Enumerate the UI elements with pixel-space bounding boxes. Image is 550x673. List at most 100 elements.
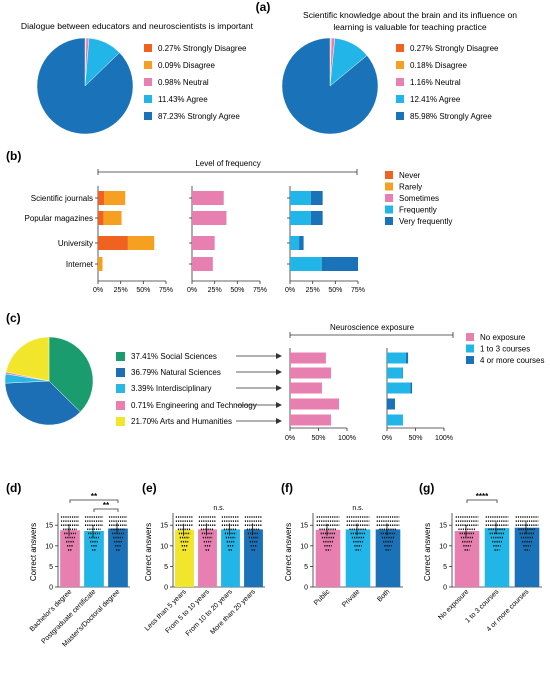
panel-b-bar-very-frequently [321, 257, 358, 271]
pie-a-right-legend-label-4: 85.98% Strongly Agree [410, 112, 492, 121]
panel-d-ytick-label: 0 [49, 585, 53, 592]
panel-e-ytick-label: 15 [160, 523, 168, 530]
panel-e-ytick-label: 0 [164, 585, 168, 592]
panel-b-legend-label-4: Very frequently [399, 217, 452, 226]
panel-f-category-label: Public [313, 588, 332, 607]
panel-c-pie-slice-0 [48, 336, 94, 413]
panel-c-bar-1-to-3-courses [387, 367, 403, 379]
panel-d-ytick-label: 10 [45, 543, 53, 550]
panel-g-ylabel: Correct answers [423, 523, 432, 581]
panel-g-ytick-label: 5 [443, 564, 447, 571]
panel-c-pie-slice-1 [4, 380, 81, 426]
panel-b-bar-sometimes [192, 211, 227, 225]
panel-f-ytick-label: 0 [304, 585, 308, 592]
pie-a-right-legend-label-0: 0.27% Strongly Disagree [410, 44, 499, 53]
panel-c-legend-swatch-3 [116, 401, 125, 410]
pie-a-left-title: Dialogue between educators and neuroscie… [21, 21, 254, 31]
panel-f-ytick-label: 5 [304, 564, 308, 571]
panel-c-bar-4-or-more-courses [402, 367, 403, 379]
panel-c-bar-no-exposure [290, 382, 322, 394]
panel-b-tick-label: 25% [306, 287, 320, 294]
panel-b-legend-swatch-4 [385, 217, 393, 225]
panel-e-ylabel: Correct answers [144, 523, 153, 581]
panel-g-bar-2 [514, 527, 540, 587]
panel-c-tick-label: 0% [382, 435, 392, 442]
pie-a-right-slice-4 [281, 37, 379, 135]
panel-e-category-label: More than 20 years [209, 588, 257, 636]
panel-d-ytick-label: 15 [45, 523, 53, 530]
panel-d-significance-stars: ** [103, 501, 110, 510]
panel-e-category-label: Less than 5 years [144, 588, 188, 632]
panel-c-bars-title: Neuroscience exposure [330, 323, 415, 332]
panel-c-legend-label-1: 36.79% Natural Sciences [131, 368, 221, 377]
panel-b-bar-very-frequently [299, 236, 304, 250]
panel-c-legend-swatch-1 [466, 344, 474, 353]
panel-c-bar-no-exposure [290, 414, 332, 426]
panel-b-bar-rarely [104, 191, 126, 205]
panel-b-tick-label: 0% [93, 287, 103, 294]
pie-a-right-legend-label-3: 12.41% Agree [410, 95, 461, 104]
panel-b-bar-rarely [98, 257, 103, 271]
panel-g-bar-0 [454, 531, 480, 587]
pie-a-left-legend-label-4: 87.23% Strongly Agree [158, 112, 240, 121]
panel-c-legend-swatch-2 [466, 356, 474, 364]
panel-c-legend-label-1: 1 to 3 courses [480, 345, 530, 354]
pie-a-left-legend-swatch-1 [144, 61, 152, 69]
panel-e-bar-1 [198, 529, 217, 587]
panel-c-arrow-head [276, 353, 282, 359]
panel-g-significance-stars: **** [476, 492, 489, 501]
pie-a-right-title-line2: learning is valuable for teaching practi… [333, 22, 487, 32]
panel-b-legend-label-1: Rarely [399, 183, 422, 192]
panel-c-legend-swatch-4 [116, 417, 125, 426]
panel-b-bar-rarely [103, 211, 122, 225]
pie-a-right-legend-label-2: 1.16% Neutral [410, 78, 461, 87]
panel-c-legend-label-3: 0.71% Engineering and Technology [131, 401, 257, 410]
panel-g-ytick-label: 15 [439, 523, 447, 530]
panel-f-ytick-label: 15 [300, 523, 308, 530]
panel-c-legend-swatch-2 [116, 384, 125, 393]
panel-c-bar-4-or-more-courses [387, 398, 395, 410]
pie-a-left-legend-swatch-3 [144, 95, 152, 103]
panel-d-bar-1 [84, 531, 104, 587]
chart-layer: 0.27% Strongly Disagree 0.09% Disagree 0.9… [4, 37, 544, 649]
panel-b-tick-label: 25% [114, 287, 128, 294]
panel-b-bar-frequently [290, 236, 300, 250]
panel-e-ytick-label: 10 [160, 543, 168, 550]
panel-d-category-label: Bachelor's degree [29, 588, 74, 633]
panel-b-tick-label: 50% [328, 287, 342, 294]
panel-b-legend-swatch-0 [385, 171, 393, 179]
panel-c-arrow-head [276, 369, 282, 375]
panel-b-category-label: Internet [66, 260, 94, 269]
pie-a-right-title-line1: Scientific knowledge about the brain and… [303, 10, 517, 20]
pie-a-left-legend-swatch-0 [144, 44, 152, 52]
panel-b-legend-swatch-2 [385, 194, 393, 202]
panel-f-ns-annotation: n.s. [352, 505, 363, 512]
panel-b-legend-label-2: Sometimes [399, 194, 439, 203]
panel-d-bar-2 [108, 528, 128, 587]
panel-b-category-label: Popular magazines [25, 214, 93, 223]
pie-a-right-legend-swatch-1 [396, 61, 404, 69]
panel-b-bar-frequently [290, 211, 311, 225]
panel-b-bar-sometimes [192, 236, 215, 250]
panel-b-bar-never [98, 211, 104, 225]
panel-c-legend-swatch-0 [466, 333, 474, 341]
panel-label-f: (f) [281, 481, 293, 495]
pie-a-left-legend-label-3: 11.43% Agree [158, 95, 208, 104]
panel-b-bar-rarely [127, 236, 155, 250]
panel-c-arrow-head [276, 418, 282, 424]
pie-a-right-legend-swatch-3 [396, 95, 404, 103]
panel-label-a: (a) [256, 0, 271, 14]
panel-b-bar-never [98, 236, 128, 250]
panel-d-ylabel: Correct answers [29, 523, 38, 581]
pie-a-left-legend-swatch-4 [144, 112, 152, 120]
pie-a-right-legend-swatch-2 [396, 78, 404, 86]
panel-c-arrow-head [276, 402, 282, 408]
panel-b-bar-very-frequently [310, 191, 323, 205]
panel-c-legend-label-0: No exposure [480, 333, 526, 342]
pie-a-left-legend-swatch-2 [144, 78, 152, 86]
panel-b-tick-label: 75% [253, 287, 267, 294]
panel-c-arrow-head [276, 385, 282, 391]
panel-d-significance-bracket [93, 508, 119, 512]
panel-f-bar-1 [345, 529, 371, 587]
